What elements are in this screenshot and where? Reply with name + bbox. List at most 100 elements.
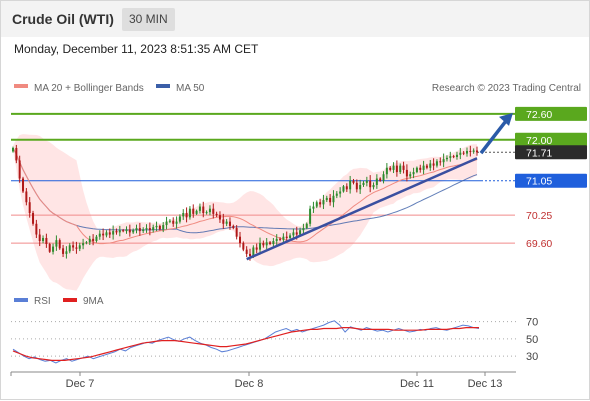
candle xyxy=(208,205,211,216)
candle-body xyxy=(375,178,378,185)
candle-body xyxy=(118,230,121,233)
candle-body xyxy=(252,247,255,257)
candle-body xyxy=(112,231,115,235)
candle xyxy=(245,246,248,258)
candle xyxy=(272,237,275,247)
candle-body xyxy=(178,216,181,222)
candle xyxy=(442,153,445,168)
candle xyxy=(22,176,25,194)
candle xyxy=(75,241,78,254)
level-label-resistance: 72.60 xyxy=(515,106,587,121)
candle-body xyxy=(108,232,111,235)
candle-body xyxy=(399,165,402,173)
candle-body xyxy=(145,228,148,230)
candle xyxy=(332,190,335,208)
projection-arrow-head xyxy=(499,112,513,126)
timeframe-badge[interactable]: 30 MIN xyxy=(122,8,175,31)
candle xyxy=(145,224,148,233)
candle-body xyxy=(405,169,408,177)
candle-body xyxy=(218,215,221,220)
candle-body xyxy=(92,238,95,241)
candle xyxy=(192,204,195,218)
projection-arrow-shaft xyxy=(479,119,508,155)
candle xyxy=(335,191,338,199)
candle-body xyxy=(25,191,28,203)
candle-body xyxy=(409,174,412,177)
rsi-tick-label: 30 xyxy=(526,351,538,363)
candle xyxy=(25,188,28,206)
candle xyxy=(148,222,151,236)
candle-body xyxy=(475,150,479,153)
candle-body xyxy=(32,213,35,224)
candle xyxy=(182,209,185,220)
candle-body xyxy=(369,180,372,188)
candle-body xyxy=(65,251,68,254)
candle xyxy=(255,243,258,254)
candle xyxy=(28,197,31,218)
candle xyxy=(58,238,61,250)
candle-body xyxy=(212,208,215,214)
candle xyxy=(135,224,138,234)
x-tick-label: Dec 11 xyxy=(400,378,434,390)
candle-body xyxy=(22,178,25,192)
candle xyxy=(429,160,432,171)
candle xyxy=(235,225,238,240)
candle xyxy=(342,185,345,193)
candle xyxy=(459,147,462,160)
candle-body xyxy=(365,180,368,183)
candle xyxy=(399,163,402,175)
candle-body xyxy=(275,238,278,241)
candle xyxy=(445,155,448,162)
level-label-current: 71.71 xyxy=(515,145,587,160)
candle-body xyxy=(28,202,31,213)
candle-body xyxy=(362,182,365,185)
candle-body xyxy=(465,150,468,154)
candle xyxy=(18,155,21,183)
rsi-line xyxy=(12,320,480,364)
candle-body xyxy=(359,185,362,190)
candle-body xyxy=(309,208,312,224)
level-value: 72.00 xyxy=(526,135,552,147)
candle-body xyxy=(235,228,238,237)
candle xyxy=(238,231,241,248)
x-tick-label: Dec 8 xyxy=(235,378,264,390)
candle-body xyxy=(125,229,128,232)
candle-body xyxy=(319,202,322,205)
candle xyxy=(389,166,392,172)
candle-body xyxy=(205,212,208,214)
candle-body xyxy=(305,223,308,229)
candle xyxy=(38,228,41,247)
candle xyxy=(45,233,48,248)
candle xyxy=(275,234,278,246)
candle-body xyxy=(469,150,472,152)
candle-body xyxy=(172,220,175,224)
candle-body xyxy=(42,237,45,241)
candle xyxy=(462,150,465,156)
candle xyxy=(168,219,171,224)
candle xyxy=(432,158,435,171)
candle-body xyxy=(48,244,51,252)
rsi-tick-label: 70 xyxy=(526,317,538,329)
candle-body xyxy=(148,228,151,231)
candle xyxy=(95,234,98,243)
candle xyxy=(52,243,55,255)
candle xyxy=(188,206,191,220)
candle xyxy=(68,243,71,254)
ma50-legend-label: MA 50 xyxy=(176,83,205,94)
candle-body xyxy=(432,163,435,166)
candle xyxy=(48,242,51,253)
candle-body xyxy=(135,228,138,231)
level-value: 70.25 xyxy=(526,210,552,222)
candle-body xyxy=(299,230,302,235)
candle xyxy=(325,195,328,203)
candle-body xyxy=(419,167,422,170)
candle-body xyxy=(202,206,205,213)
candle-body xyxy=(82,243,85,246)
candle-body xyxy=(15,147,18,161)
x-tick-label: Dec 13 xyxy=(468,378,503,390)
candle xyxy=(102,228,105,241)
candle xyxy=(128,224,131,237)
rsi-ma-legend-label: 9MA xyxy=(83,296,104,307)
candle xyxy=(195,209,198,216)
candle-body xyxy=(285,236,288,238)
